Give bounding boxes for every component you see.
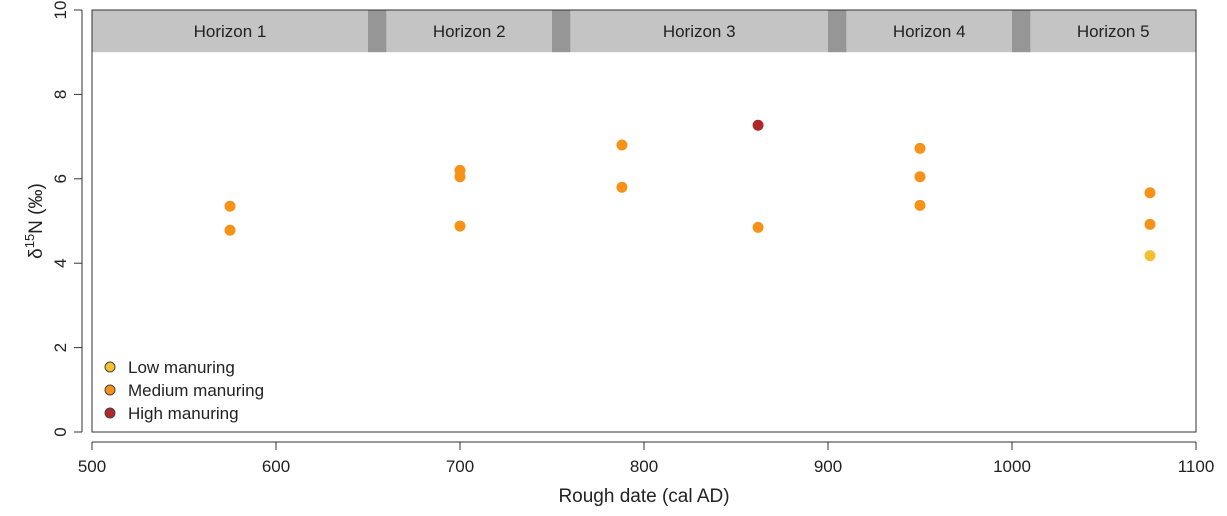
horizon-gap-1 <box>368 10 387 53</box>
legend-marker-3 <box>104 407 116 419</box>
point-medium-manuring-2 <box>224 224 236 236</box>
data-points <box>224 119 1156 262</box>
point-medium-manuring-5 <box>454 220 466 232</box>
x-tick-label-500: 500 <box>78 457 106 476</box>
horizon-gap-3 <box>828 10 847 53</box>
legend-marker-2 <box>104 384 116 396</box>
y-tick-label-8: 8 <box>51 90 70 99</box>
y-tick-label-2: 2 <box>51 343 70 352</box>
horizon-label-4: Horizon 4 <box>893 22 966 41</box>
x-tick-label-800: 800 <box>630 457 658 476</box>
horizon-label-2: Horizon 2 <box>433 22 506 41</box>
x-axis-title: Rough date (cal AD) <box>558 486 729 507</box>
x-tick-label-900: 900 <box>814 457 842 476</box>
point-medium-manuring-10 <box>914 171 926 183</box>
horizon-block-3 <box>570 10 828 53</box>
horizon-block-2 <box>386 10 552 53</box>
y-axis-title-superscript: 15 <box>22 234 37 248</box>
y-tick-label-0: 0 <box>51 427 70 436</box>
horizon-label-5: Horizon 5 <box>1077 22 1150 41</box>
horizon-band: Horizon 1 Horizon 2 Horizon 3 Horizon 4 Hori… <box>92 10 1196 53</box>
y-axis-title: δ15N (‰) <box>22 183 47 259</box>
point-medium-manuring-12 <box>1144 187 1156 199</box>
horizon-label-3: Horizon 3 <box>663 22 736 41</box>
x-tick-label-700: 700 <box>446 457 474 476</box>
point-medium-manuring-4 <box>454 171 466 183</box>
y-tick-label-10: 10 <box>51 1 70 20</box>
legend-label-1: Low manuring <box>128 358 235 377</box>
point-low-manuring-1 <box>1144 250 1156 262</box>
horizon-block-1 <box>92 10 368 53</box>
legend-label-2: Medium manuring <box>128 381 264 400</box>
point-high-manuring-1 <box>752 119 764 131</box>
x-tick-label-1100: 1100 <box>1178 457 1215 476</box>
point-medium-manuring-7 <box>616 181 628 193</box>
legend-marker-1 <box>104 361 116 373</box>
x-tick-label-600: 600 <box>262 457 290 476</box>
point-medium-manuring-8 <box>752 221 764 233</box>
x-tick-label-1000: 1000 <box>993 457 1031 476</box>
y-axis-title-rest: N (‰) <box>26 183 47 234</box>
horizon-block-4 <box>846 10 1012 53</box>
horizon-gap-2 <box>552 10 571 53</box>
point-medium-manuring-6 <box>616 139 628 151</box>
legend-label-3: High manuring <box>128 404 239 423</box>
point-medium-manuring-9 <box>914 142 926 154</box>
y-axis-title-delta: δ <box>26 248 47 259</box>
point-medium-manuring-11 <box>914 199 926 211</box>
plot-frame <box>91 9 1197 433</box>
point-medium-manuring-13 <box>1144 218 1156 230</box>
legend: Low manuring Medium manuring High manuring <box>104 358 264 423</box>
y-tick-label-6: 6 <box>51 174 70 183</box>
horizon-label-1: Horizon 1 <box>194 22 267 41</box>
point-medium-manuring-1 <box>224 200 236 212</box>
horizon-gap-4 <box>1012 10 1031 53</box>
axes: 500 600 700 800 900 1000 1100 0 2 4 6 8 10 <box>51 1 1214 476</box>
horizon-block-5 <box>1030 10 1196 53</box>
y-tick-label-4: 4 <box>51 258 70 267</box>
